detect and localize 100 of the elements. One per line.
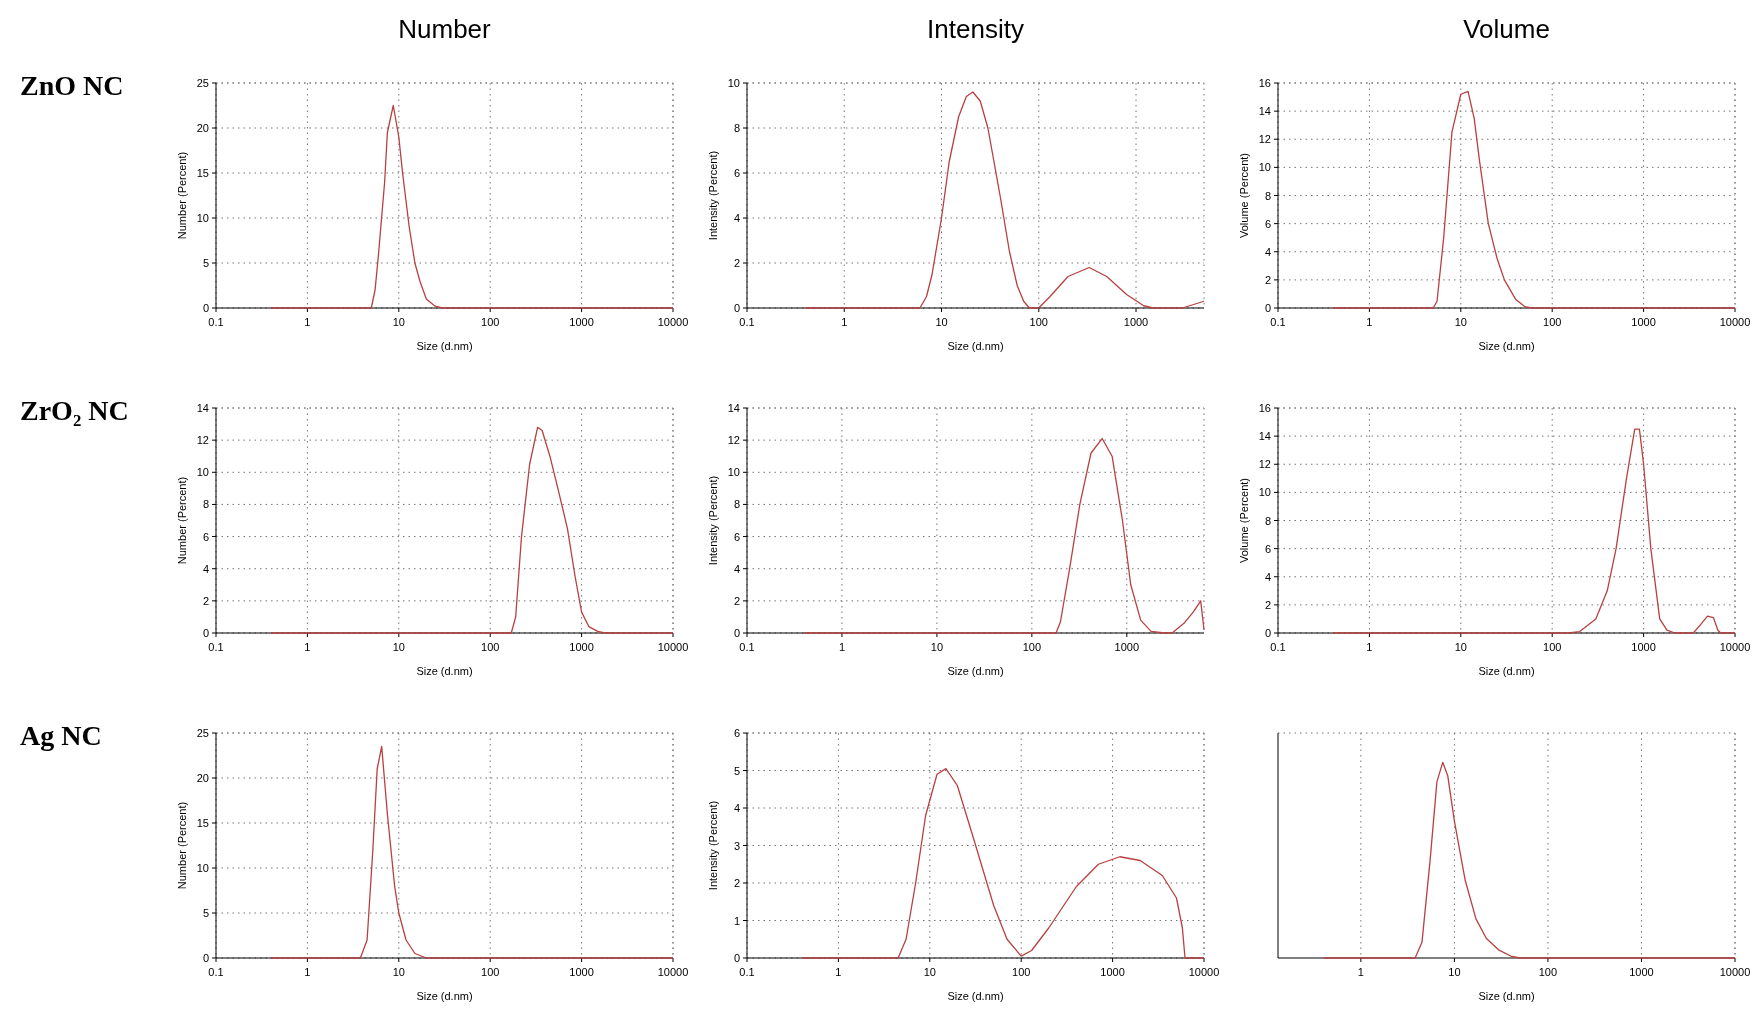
- y-tick-label: 4: [733, 212, 740, 224]
- x-tick-label: 0.1: [739, 966, 755, 978]
- x-tick-label: 0.1: [208, 966, 224, 978]
- x-axis-title: Size (d.nm): [947, 990, 1004, 1002]
- x-tick-label: 100: [481, 966, 500, 978]
- x-tick-label: 1: [304, 641, 311, 653]
- y-tick-label: 25: [196, 77, 209, 89]
- y-tick-label: 0: [1264, 302, 1271, 314]
- x-tick-label: 100: [481, 316, 500, 328]
- x-tick-label: 0.1: [1270, 641, 1286, 653]
- x-tick-label: 10000: [1719, 316, 1751, 328]
- x-tick-label: 1000: [1114, 641, 1140, 653]
- y-tick-label: 1: [733, 914, 740, 927]
- x-axis-title: Size (d.nm): [416, 990, 473, 1002]
- x-tick-label: 0.1: [208, 641, 224, 653]
- y-tick-label: 12: [196, 434, 209, 447]
- x-tick-label: 1: [835, 966, 842, 978]
- y-tick-label: 6: [1264, 542, 1271, 555]
- x-tick-label: 100: [1022, 641, 1042, 653]
- y-tick-label: 0: [202, 952, 209, 964]
- y-tick-label: 8: [202, 498, 209, 511]
- x-axis-title: Size (d.nm): [1478, 340, 1535, 352]
- y-tick-label: 10: [727, 77, 740, 89]
- x-tick-label: 10: [1448, 966, 1461, 978]
- x-tick-label: 0.1: [739, 641, 755, 653]
- y-tick-label: 16: [1258, 402, 1271, 414]
- y-tick-label: 15: [196, 817, 209, 829]
- y-tick-label: 12: [727, 434, 740, 447]
- y-tick-label: 6: [733, 727, 740, 739]
- x-tick-label: 100: [1012, 966, 1031, 978]
- x-tick-label: 100: [1029, 316, 1048, 328]
- y-tick-label: 8: [733, 498, 740, 511]
- y-tick-label: 2: [733, 594, 740, 607]
- text: ZrO₂ NC: [20, 395, 129, 426]
- y-tick-label: 0: [1264, 627, 1271, 639]
- text: ZnO NC: [20, 70, 124, 101]
- y-axis-title: Intensity (Percent): [707, 475, 719, 566]
- x-tick-label: 10000: [1719, 966, 1751, 978]
- x-tick-label: 1000: [569, 641, 594, 653]
- y-tick-label: 4: [202, 562, 209, 575]
- y-tick-label: 20: [196, 772, 209, 784]
- y-tick-label: 14: [196, 402, 209, 414]
- x-tick-label: 100: [1543, 316, 1562, 328]
- y-tick-label: 12: [1258, 133, 1271, 146]
- y-tick-label: 4: [733, 802, 740, 814]
- x-tick-label: 10: [392, 641, 405, 653]
- x-tick-label: 1: [1357, 966, 1364, 978]
- y-tick-label: 4: [1264, 245, 1271, 258]
- x-tick-label: 10000: [1719, 641, 1751, 653]
- x-tick-label: 1: [838, 641, 846, 653]
- y-tick-label: 10: [196, 212, 209, 224]
- y-axis-title: Number (Percent): [176, 476, 188, 565]
- y-axis-title: Volume (Percent): [1238, 478, 1250, 563]
- y-tick-label: 4: [1264, 570, 1271, 583]
- x-tick-label: 1: [1366, 316, 1373, 328]
- x-tick-label: 10: [1454, 316, 1467, 328]
- y-tick-label: 25: [196, 727, 209, 739]
- y-tick-label: 6: [733, 530, 740, 543]
- x-tick-label: 100: [1538, 966, 1558, 978]
- y-tick-label: 5: [202, 907, 209, 919]
- x-tick-label: 1000: [569, 966, 594, 978]
- y-tick-label: 10: [196, 862, 209, 874]
- y-tick-label: 0: [202, 627, 209, 639]
- y-tick-label: 6: [733, 167, 740, 179]
- y-tick-label: 10: [1258, 486, 1271, 499]
- y-tick-label: 15: [196, 167, 209, 179]
- y-tick-label: 6: [1264, 217, 1271, 230]
- x-tick-label: 10000: [1188, 966, 1220, 978]
- y-tick-label: 20: [196, 122, 209, 134]
- y-tick-label: 14: [1258, 430, 1271, 443]
- y-tick-label: 4: [733, 562, 740, 575]
- x-axis-title: Size (d.nm): [416, 340, 473, 352]
- y-tick-label: 2: [733, 877, 740, 889]
- y-tick-label: 8: [1264, 189, 1271, 202]
- x-tick-label: 10: [930, 641, 944, 653]
- y-tick-label: 0: [202, 302, 209, 314]
- x-axis-title: Size (d.nm): [416, 665, 473, 677]
- x-tick-label: 1000: [1100, 966, 1125, 978]
- x-tick-label: 1: [841, 316, 848, 328]
- y-tick-label: 0: [733, 627, 740, 639]
- x-tick-label: 1: [304, 316, 311, 328]
- x-tick-label: 1000: [1123, 316, 1149, 328]
- x-tick-label: 10000: [657, 316, 689, 328]
- x-tick-label: 10000: [657, 966, 689, 978]
- y-tick-label: 6: [202, 530, 209, 543]
- x-axis-title: Size (d.nm): [947, 340, 1004, 352]
- y-tick-label: 10: [727, 466, 740, 479]
- x-tick-label: 100: [1543, 641, 1562, 653]
- y-tick-label: 14: [1258, 105, 1271, 118]
- y-tick-label: 8: [1264, 514, 1271, 527]
- x-tick-label: 10000: [657, 641, 689, 653]
- x-tick-label: 10: [1454, 641, 1467, 653]
- chart-title: Number: [398, 14, 492, 44]
- y-axis-title: Intensity (Percent): [707, 150, 719, 241]
- y-axis-title: Volume (Percent): [1238, 153, 1250, 238]
- y-tick-label: 8: [733, 122, 740, 134]
- x-tick-label: 0.1: [1270, 316, 1286, 328]
- y-axis-title: Intensity (Percent): [707, 800, 719, 891]
- y-tick-label: 2: [202, 594, 209, 607]
- x-tick-label: 100: [481, 641, 500, 653]
